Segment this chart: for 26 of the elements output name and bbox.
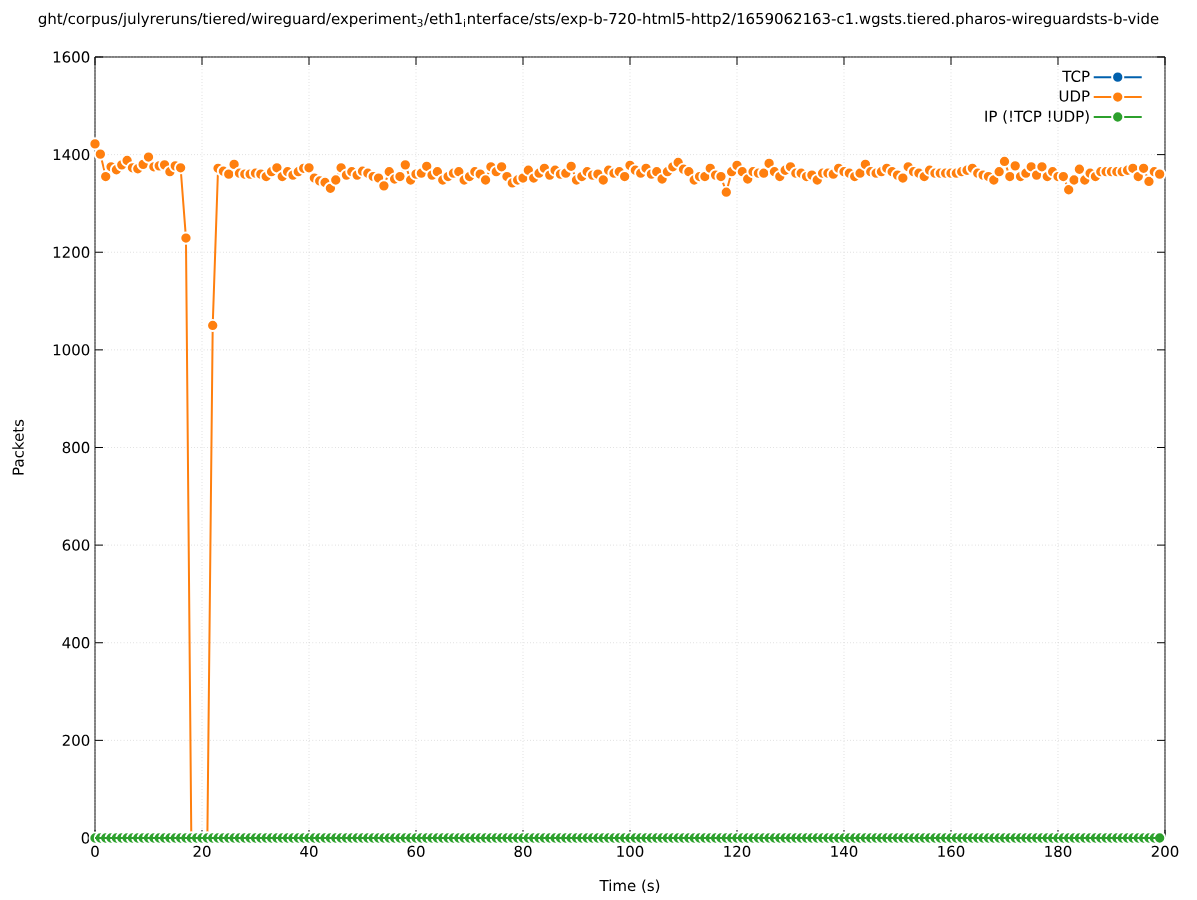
chart-title: ght/corpus/julyreruns/tiered/wireguard/experiment$_{3}$/eth1$_{i}$nterface/sts/exp-b-720-html5-http2/1659062163-c1.wgsts.tiered.pharos-wireguardsts-b-vide — [38, 12, 1159, 28]
legend-label: IP (!TCP !UDP) — [985, 110, 1089, 124]
y-axis-title: Packets — [12, 419, 24, 475]
x-tick-label: 140 — [831, 845, 858, 858]
x-tick-label: 180 — [1045, 845, 1072, 858]
legend-label: UDP — [1059, 90, 1090, 102]
y-tick-label: 400 — [62, 637, 90, 649]
x-axis-title: Time (s) — [599, 879, 660, 893]
x-tick-label: 200 — [1151, 845, 1179, 858]
y-tick-label: 1200 — [53, 246, 90, 258]
x-tick-label: 160 — [938, 845, 965, 858]
x-tick-label: 60 — [407, 845, 425, 858]
y-tick-label: 800 — [62, 441, 90, 454]
x-tick-label: 120 — [724, 845, 751, 858]
y-tick-label: 0 — [81, 832, 90, 844]
y-tick-label: 1400 — [53, 148, 90, 161]
x-tick-label: 80 — [514, 845, 532, 858]
x-tick-label: 0 — [91, 845, 99, 858]
y-tick-label: 600 — [62, 539, 90, 551]
x-tick-label: 20 — [193, 845, 211, 858]
x-tick-label: 100 — [617, 845, 644, 858]
legend-label: TCP — [1062, 70, 1090, 82]
y-tick-label: 1000 — [53, 344, 90, 356]
x-tick-label: 40 — [300, 845, 318, 858]
y-tick-label: 200 — [62, 734, 90, 747]
y-tick-label: 1600 — [53, 51, 90, 63]
